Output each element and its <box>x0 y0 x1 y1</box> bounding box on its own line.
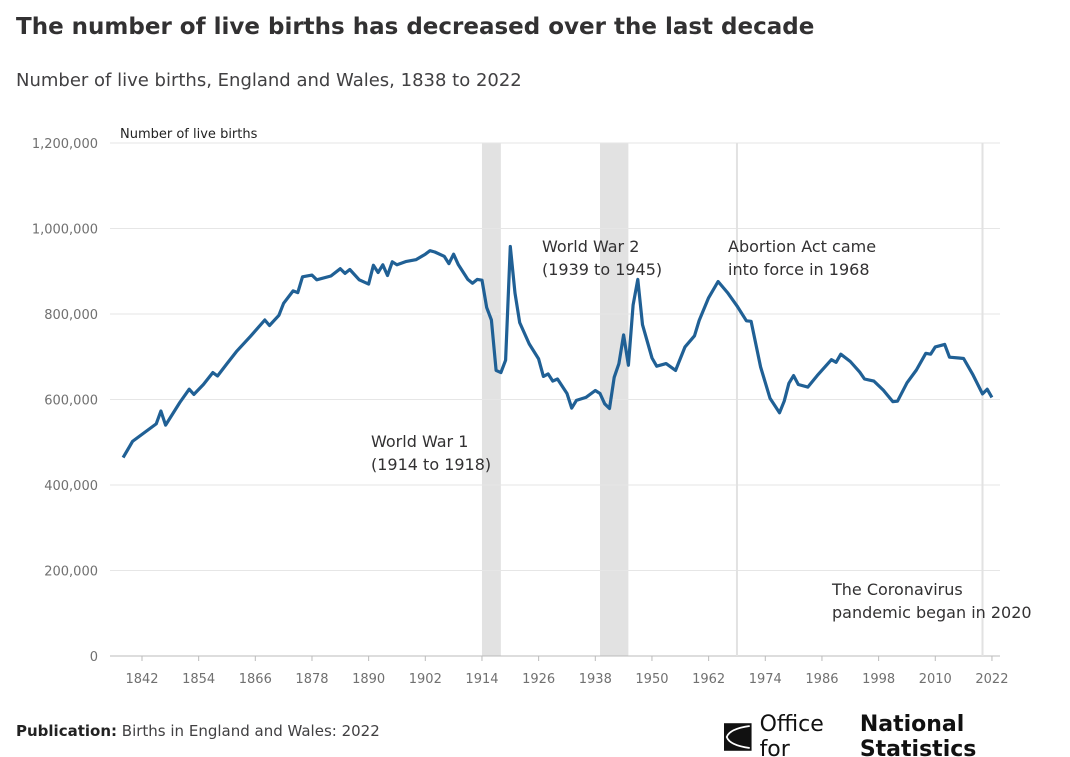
annotation-line1: Abortion Act came <box>728 237 876 256</box>
x-tick-label: 1926 <box>522 672 555 687</box>
y-tick-label: 1,000,000 <box>32 223 98 238</box>
x-tick-label: 2010 <box>919 672 952 687</box>
ons-logo: Office for National Statistics <box>724 712 1070 757</box>
x-tick-label: 1890 <box>352 672 385 687</box>
annotation-line2: into force in 1968 <box>728 260 870 279</box>
line-chart: 0 200,000 400,000 600,000 800,000 1,000,000 1,… <box>32 127 1032 687</box>
ons-logo-icon <box>724 723 752 751</box>
x-tick-label: 1902 <box>409 672 442 687</box>
x-tick-label: 1998 <box>862 672 895 687</box>
y-tick-label: 400,000 <box>44 479 98 494</box>
x-tick-label: 1974 <box>749 672 782 687</box>
logo-text-bold: National Statistics <box>859 712 977 757</box>
x-tick-label: 1950 <box>635 672 668 687</box>
annotation-line1: World War 1 <box>371 432 468 451</box>
x-tick-label: 1866 <box>239 672 272 687</box>
logo-text-light: Office for <box>759 712 824 757</box>
chart-title: The number of live births has decreased … <box>16 14 815 40</box>
x-tick-label: 1986 <box>805 672 838 687</box>
chart-subtitle: Number of live births, England and Wales… <box>16 70 522 91</box>
publication-footer: Publication: Births in England and Wales… <box>16 722 380 740</box>
x-tick-label: 1962 <box>692 672 725 687</box>
publication-link[interactable]: Births in England and Wales: 2022 <box>121 722 380 740</box>
births-line <box>121 244 994 459</box>
publication-label: Publication: <box>16 722 118 740</box>
y-axis-label: Number of live births <box>120 127 258 142</box>
x-tick-label: 1842 <box>125 672 158 687</box>
x-tick-label: 1914 <box>465 672 498 687</box>
y-tick-label: 0 <box>90 650 98 665</box>
annotation-line2: (1914 to 1918) <box>371 455 491 474</box>
annotation-line1: The Coronavirus <box>831 580 963 599</box>
annotation-line1: World War 2 <box>542 237 639 256</box>
y-tick-label: 600,000 <box>44 394 98 409</box>
annotation-line2: pandemic began in 2020 <box>832 603 1032 622</box>
x-tick-label: 1938 <box>579 672 612 687</box>
x-tick-label: 1878 <box>295 672 328 687</box>
y-tick-label: 200,000 <box>44 565 98 580</box>
y-tick-label: 800,000 <box>44 308 98 323</box>
annotation-line2: (1939 to 1945) <box>542 260 662 279</box>
y-tick-label: 1,200,000 <box>32 137 98 152</box>
x-tick-label: 1854 <box>182 672 215 687</box>
x-tick-label: 2022 <box>975 672 1008 687</box>
